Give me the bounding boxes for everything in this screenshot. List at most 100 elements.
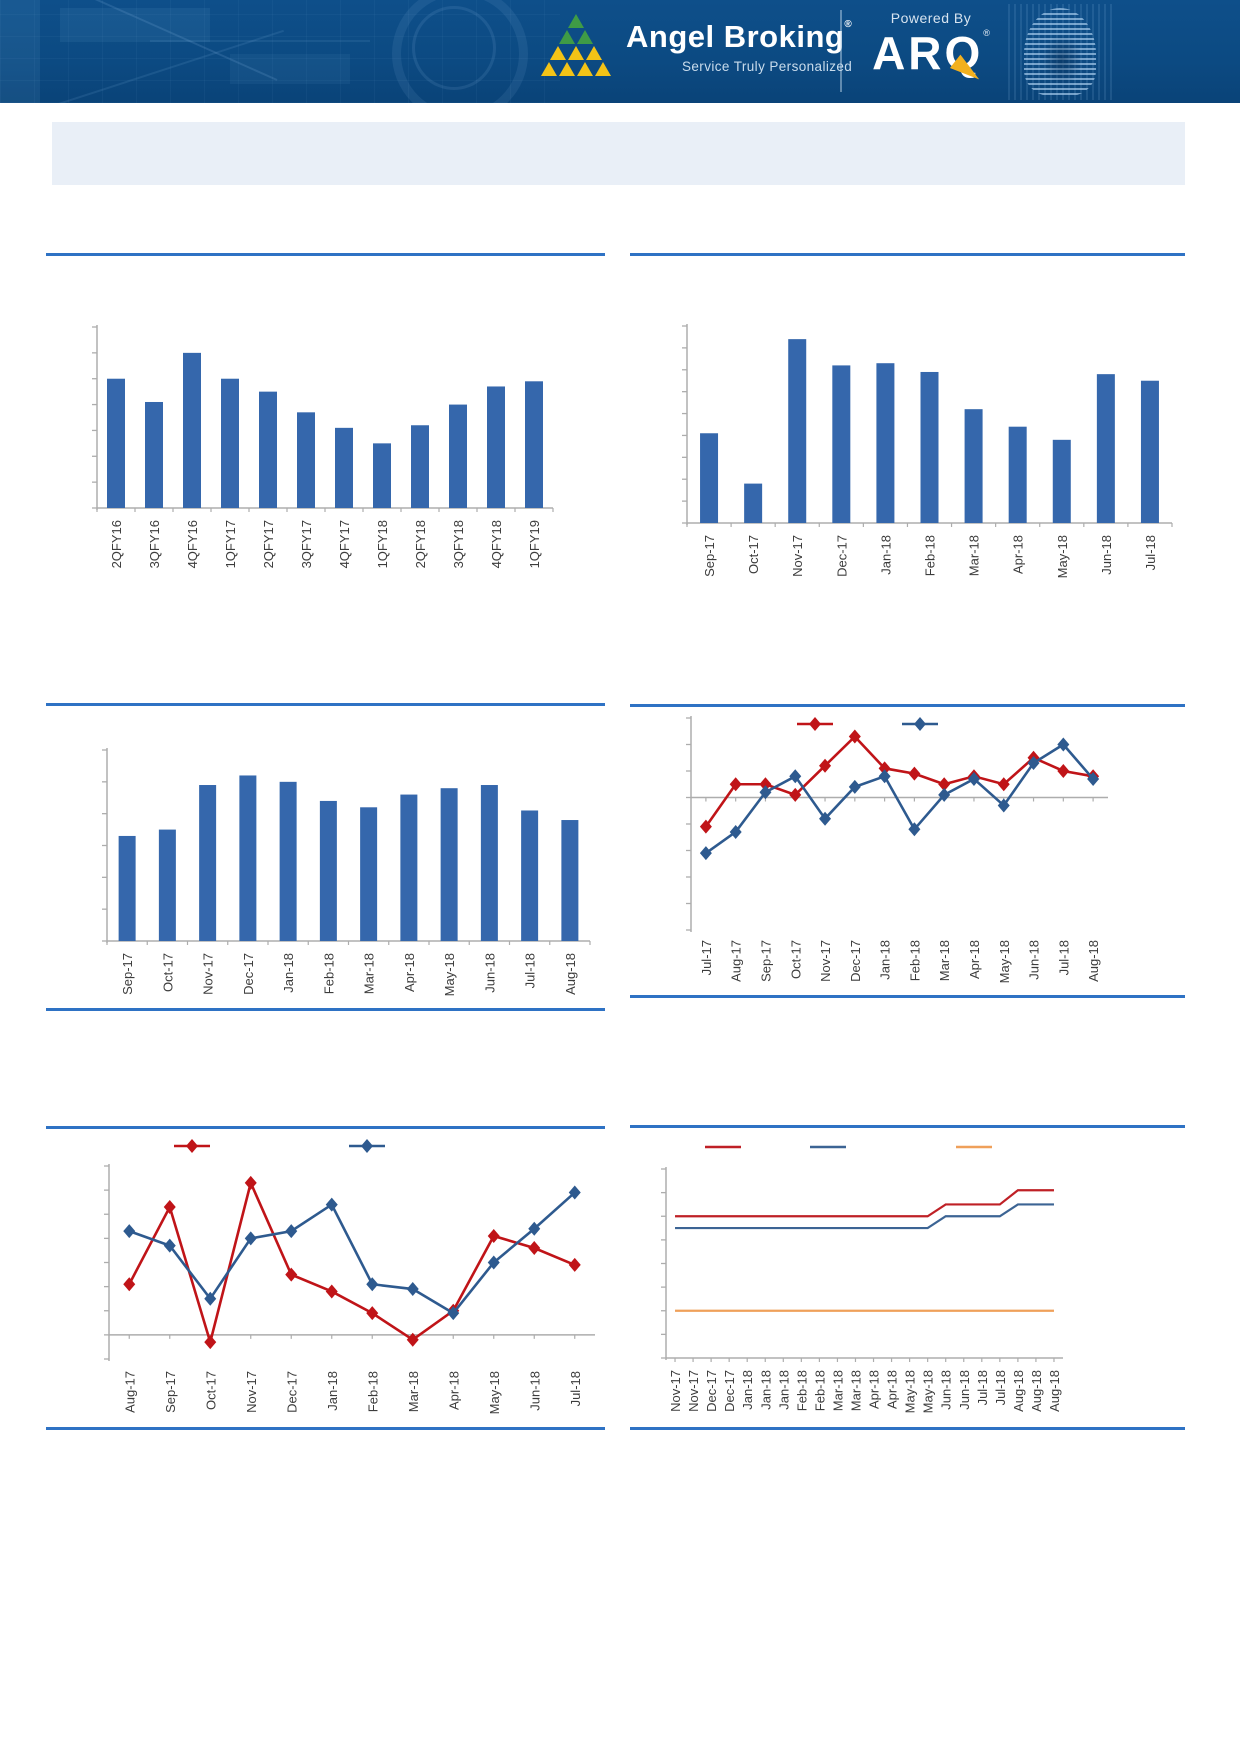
x-axis-label: Oct-17 bbox=[160, 953, 175, 992]
chart-monthly-bar-1: Sep-17 Oct-17 Nov-17 Dec-17 Jan-18 Feb-18 Mar-… bbox=[682, 324, 1173, 578]
x-axis-label: Jan-18 bbox=[740, 1370, 755, 1410]
x-axis-label: Nov-17 bbox=[668, 1370, 683, 1412]
x-axis-label: Jan-18 bbox=[878, 535, 893, 575]
x-axis-label: Jun-18 bbox=[939, 1370, 954, 1410]
x-axis-label: Apr-18 bbox=[402, 953, 417, 992]
x-axis-label: Feb-18 bbox=[321, 953, 336, 994]
x-axis-label: 2QFY18 bbox=[413, 520, 428, 568]
x-axis-label: Aug-18 bbox=[1086, 940, 1101, 982]
section-divider bbox=[46, 1126, 605, 1129]
circuit-circle-decoration bbox=[392, 0, 528, 103]
x-axis-label: Feb-18 bbox=[794, 1370, 809, 1411]
x-axis-label: Sep-17 bbox=[758, 940, 773, 982]
x-axis-label: Oct-17 bbox=[746, 535, 761, 574]
x-axis-label: May-18 bbox=[997, 940, 1012, 983]
x-axis-label: 3QFY16 bbox=[147, 520, 162, 568]
section-divider bbox=[630, 253, 1185, 256]
x-axis-label: Apr-18 bbox=[885, 1370, 900, 1409]
powered-by-label: Powered By bbox=[890, 10, 972, 26]
x-axis-label: 4QFY18 bbox=[489, 520, 504, 568]
x-axis-label: Jul-18 bbox=[1056, 940, 1071, 975]
arq-logo-block: Powered By ARQ® bbox=[856, 10, 1006, 87]
x-axis-label: Jan-18 bbox=[878, 940, 893, 980]
x-axis-label: 2QFY17 bbox=[261, 520, 276, 568]
robot-head-graphic bbox=[1008, 4, 1112, 100]
header-divider bbox=[840, 10, 842, 92]
x-axis-label: Mar-18 bbox=[937, 940, 952, 981]
x-axis-label: Feb-18 bbox=[365, 1371, 380, 1412]
x-axis-label: Mar-18 bbox=[362, 953, 377, 994]
angel-broking-logo: Angel Broking® Service Truly Personalize… bbox=[540, 12, 852, 80]
x-axis-label: Jun-18 bbox=[527, 1371, 542, 1411]
x-axis-label: Apr-18 bbox=[1011, 535, 1026, 574]
chart-monthly-bar-2: Sep-17 Oct-17 Nov-17 Dec-17 Jan-18 Feb-18 Mar-… bbox=[102, 748, 591, 996]
x-axis-label: Jul-18 bbox=[1143, 535, 1158, 570]
x-axis-label: 3QFY17 bbox=[299, 520, 314, 568]
brand-tagline: Service Truly Personalized bbox=[682, 58, 853, 74]
x-axis-label: Jul-18 bbox=[993, 1370, 1008, 1405]
registered-mark: ® bbox=[844, 18, 853, 30]
x-axis-label: Dec-17 bbox=[704, 1370, 719, 1412]
x-axis-label: Mar-18 bbox=[848, 1370, 863, 1411]
circuit-pattern-decoration bbox=[2, 0, 278, 81]
x-axis-label: Dec-17 bbox=[284, 1371, 299, 1413]
x-axis-label: Oct-17 bbox=[203, 1371, 218, 1410]
x-axis-label: Dec-17 bbox=[722, 1370, 737, 1412]
x-axis-label: Jul-17 bbox=[699, 940, 714, 975]
x-axis-label: Aug-17 bbox=[729, 940, 744, 982]
x-axis-label: Feb-18 bbox=[812, 1370, 827, 1411]
x-axis-label: May-18 bbox=[1055, 535, 1070, 578]
arq-wordmark: ARQ bbox=[872, 27, 984, 79]
x-axis-label: Jan-18 bbox=[758, 1370, 773, 1410]
x-axis-label: Nov-17 bbox=[244, 1371, 259, 1413]
x-axis-label: Jan-18 bbox=[281, 953, 296, 993]
section-divider bbox=[630, 1427, 1185, 1430]
chart-line-two-series-a: Jul-17 Aug-17 Sep-17 Oct-17 Nov-17 Dec-17 Jan-… bbox=[686, 716, 1108, 983]
x-axis-label: 4QFY16 bbox=[185, 520, 200, 568]
section-divider bbox=[46, 1008, 605, 1011]
x-axis-label: Jun-18 bbox=[957, 1370, 972, 1410]
x-axis-label: Nov-17 bbox=[818, 940, 833, 982]
chart-line-two-series-b: Aug-17 Sep-17 Oct-17 Nov-17 Dec-17 Jan-18 Feb-… bbox=[104, 1139, 595, 1414]
brand-name: Angel Broking® bbox=[626, 18, 853, 54]
chart-quarterly-bar: 2QFY16 3QFY16 4QFY16 1QFY17 2QFY17 3QFY17 4QFY… bbox=[92, 325, 554, 568]
x-axis-label: Mar-18 bbox=[406, 1371, 421, 1412]
x-axis-label: May-18 bbox=[921, 1370, 936, 1413]
circuit-pattern-decoration bbox=[60, 8, 210, 42]
section-divider bbox=[46, 1427, 605, 1430]
x-axis-label: 3QFY18 bbox=[451, 520, 466, 568]
x-axis-label: Jul-18 bbox=[975, 1370, 990, 1405]
x-axis-label: Apr-18 bbox=[967, 940, 982, 979]
x-axis-label: Jun-18 bbox=[1027, 940, 1042, 980]
circuit-pattern-decoration bbox=[230, 54, 350, 84]
x-axis-label: Dec-17 bbox=[848, 940, 863, 982]
circuit-circle-decoration bbox=[412, 6, 496, 90]
title-box bbox=[52, 122, 1185, 185]
x-axis-label: Sep-17 bbox=[163, 1371, 178, 1413]
x-axis-label: 4QFY17 bbox=[337, 520, 352, 568]
x-axis-label: Nov-17 bbox=[686, 1370, 701, 1412]
section-divider bbox=[46, 703, 605, 706]
x-axis-label: 2QFY16 bbox=[109, 520, 124, 568]
x-axis-label: Jul-18 bbox=[568, 1371, 583, 1406]
x-axis-label: Jul-18 bbox=[523, 953, 538, 988]
x-axis-label: Jun-18 bbox=[1099, 535, 1114, 575]
x-axis-label: Nov-17 bbox=[201, 953, 216, 995]
circuit-pattern-decoration bbox=[36, 29, 284, 103]
x-axis-label: Mar-18 bbox=[830, 1370, 845, 1411]
x-axis-label: Sep-17 bbox=[120, 953, 135, 995]
circuit-pattern-decoration bbox=[0, 0, 40, 103]
circuit-pattern-decoration bbox=[0, 0, 560, 103]
x-axis-label: 1QFY19 bbox=[527, 520, 542, 568]
x-axis-label: Nov-17 bbox=[790, 535, 805, 577]
x-axis-label: Feb-18 bbox=[923, 535, 938, 576]
x-axis-label: May-18 bbox=[487, 1371, 502, 1414]
section-divider bbox=[630, 1125, 1185, 1128]
x-axis-label: 1QFY17 bbox=[223, 520, 238, 568]
x-axis-label: Aug-18 bbox=[1047, 1370, 1062, 1412]
angel-broking-pyramid-icon bbox=[541, 14, 611, 76]
x-axis-label: Mar-18 bbox=[967, 535, 982, 576]
x-axis-label: Aug-18 bbox=[563, 953, 578, 995]
x-axis-label: May-18 bbox=[442, 953, 457, 996]
